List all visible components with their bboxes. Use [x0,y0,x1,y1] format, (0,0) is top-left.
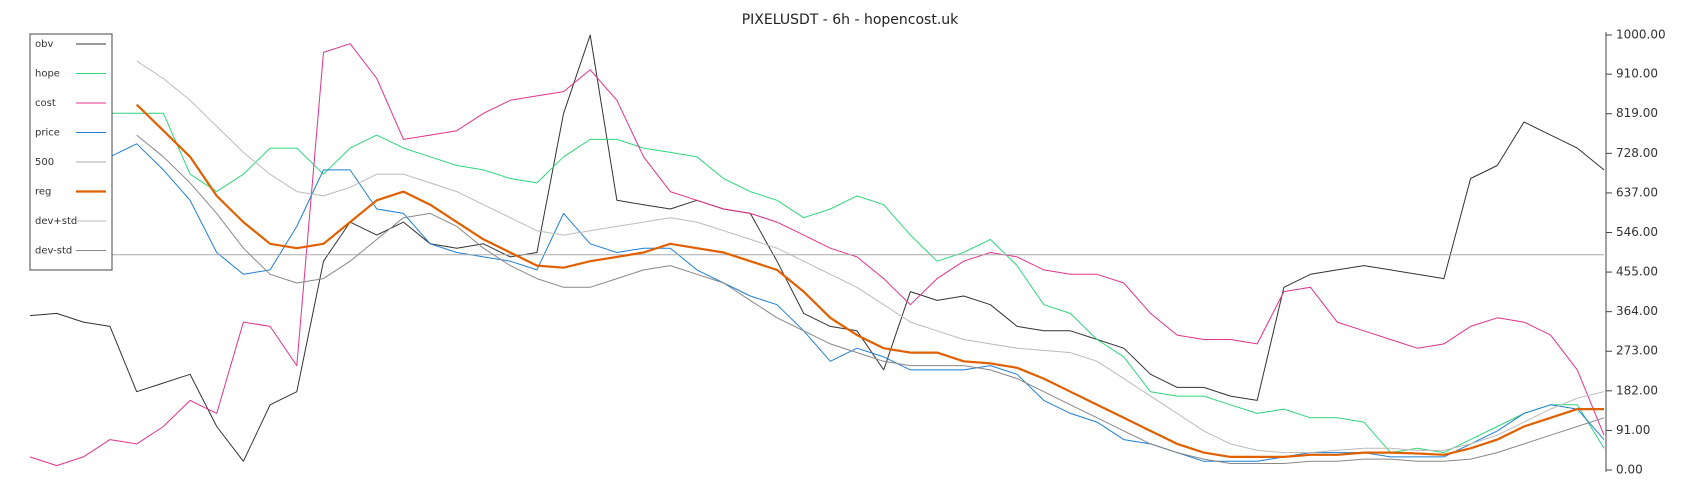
series-line [136,134,1605,464]
legend-label: reg [35,187,51,198]
y-tick-label: 0.00 [1616,463,1643,477]
y-tick-label: 455.00 [1616,265,1658,279]
legend-label: 500 [35,157,54,168]
y-tick-label: 182.00 [1616,383,1658,397]
y-tick-label: 728.00 [1616,146,1658,160]
series-line [29,86,1605,454]
series-line [135,103,1604,458]
legend-label: dev-std [35,246,72,257]
legend-label: price [35,128,60,139]
series-line [29,43,1605,467]
series-line [136,60,1605,454]
series-line [29,34,1605,462]
y-tick-label: 910.00 [1616,67,1658,81]
y-tick-label: 273.00 [1616,344,1658,358]
legend-label: cost [35,98,56,109]
series-line [29,95,1605,462]
legend-label: hope [35,69,60,80]
y-tick-label: 637.00 [1616,185,1658,199]
chart-title: PIXELUSDT - 6h - hopencost.uk [742,12,959,28]
legend-label: obv [35,39,53,50]
y-tick-label: 1000.00 [1616,28,1666,42]
y-tick-label: 819.00 [1616,106,1658,120]
y-tick-label: 546.00 [1616,225,1658,239]
y-tick-label: 364.00 [1616,304,1658,318]
y-tick-label: 91.00 [1616,423,1650,437]
legend-label: dev+std [35,216,77,227]
